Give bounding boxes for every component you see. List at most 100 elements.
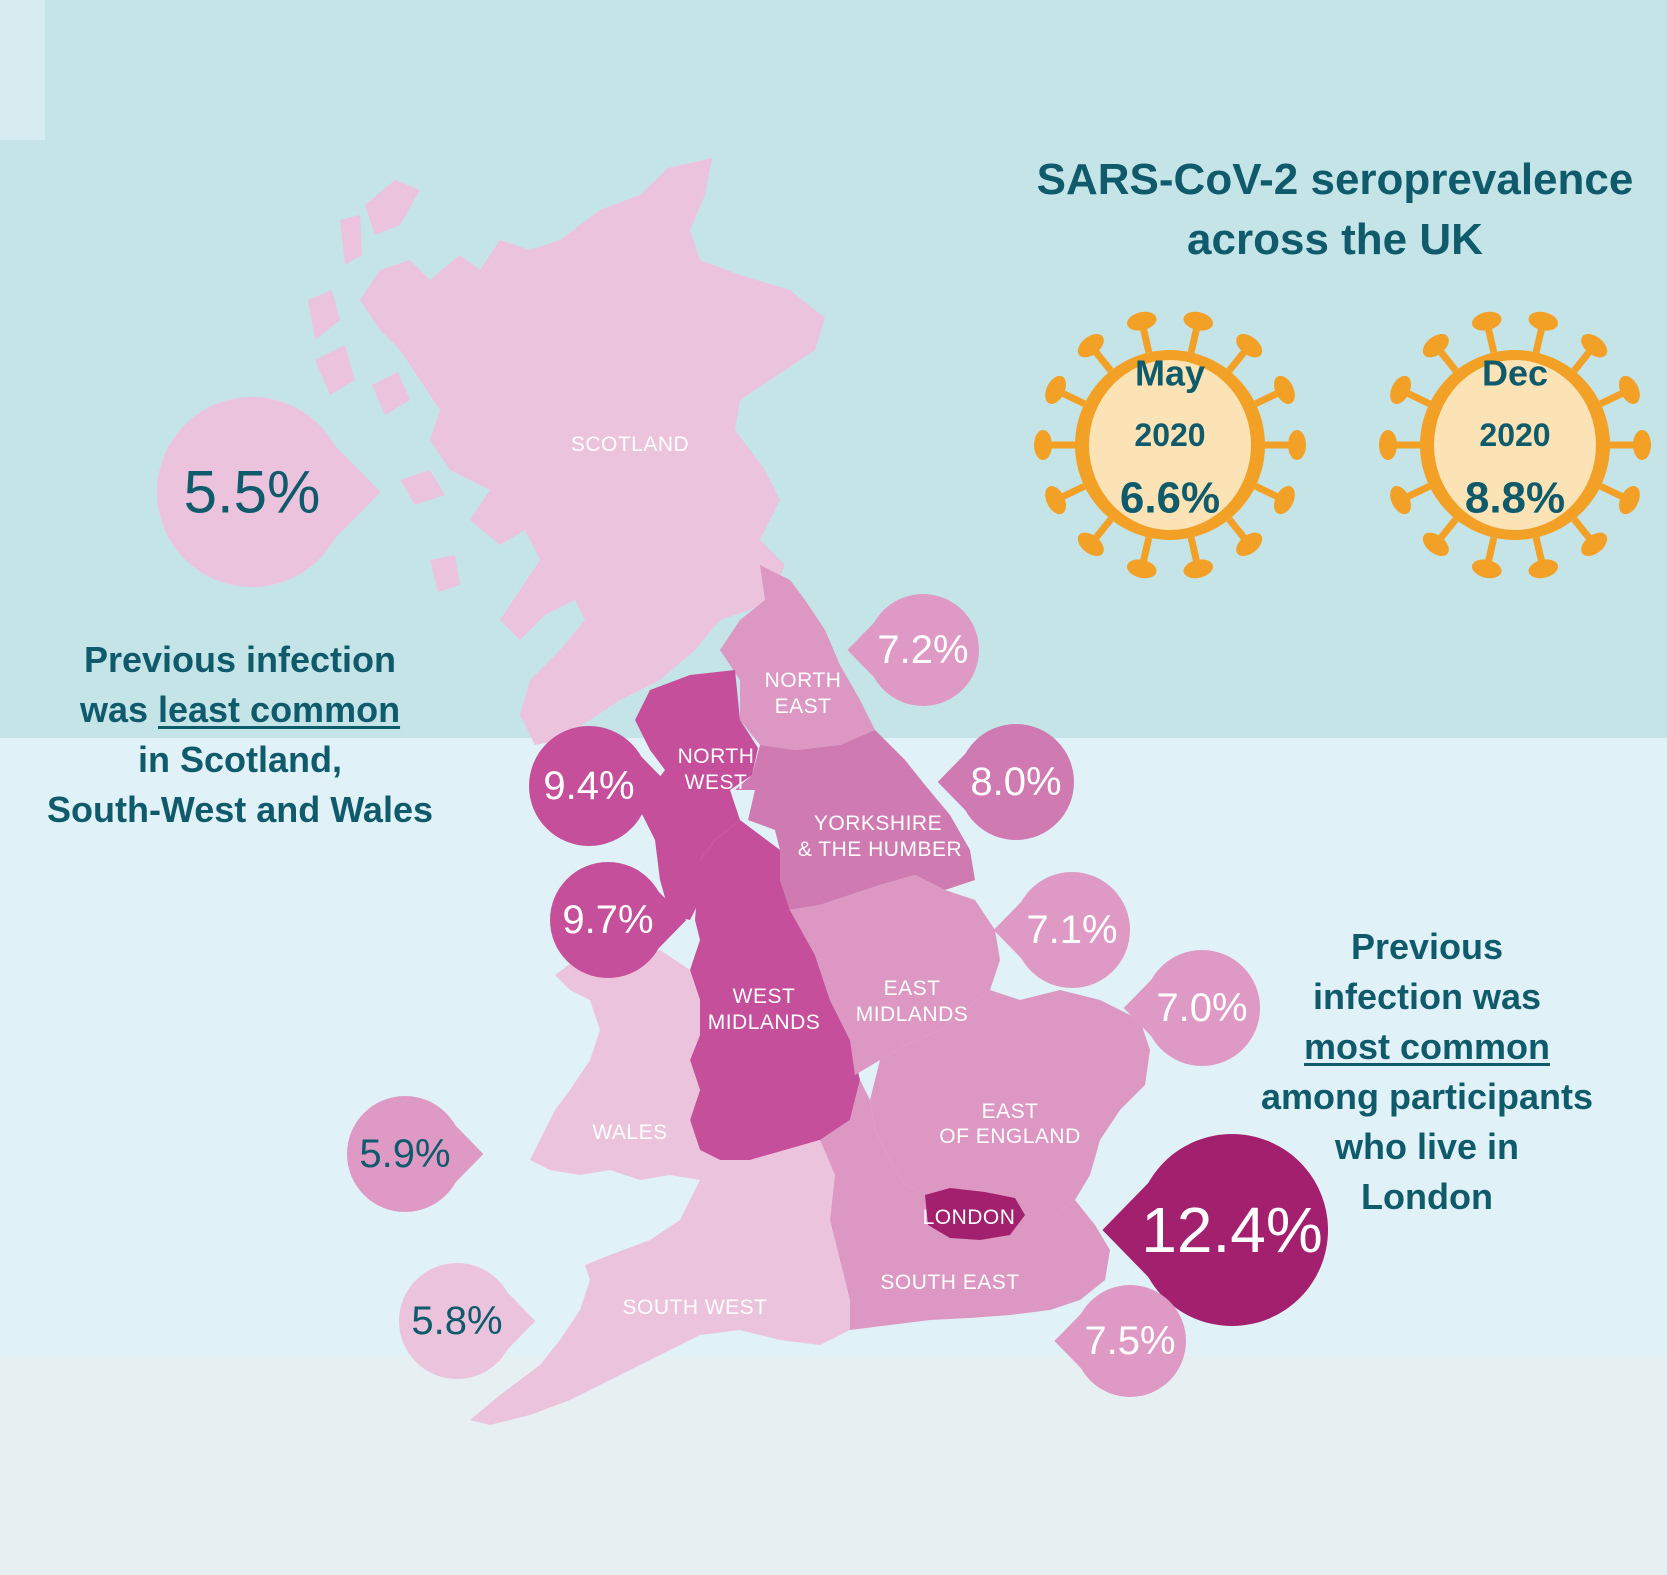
region-south-west[interactable]	[470, 1140, 850, 1425]
virus-spike-cap	[1274, 486, 1295, 515]
virus-month: Dec	[1482, 353, 1548, 394]
note-least-line2-prefix: was	[79, 689, 158, 730]
region-london[interactable]	[925, 1188, 1025, 1240]
label-north-east-1: NORTH	[765, 669, 842, 692]
virus-spike-cap	[1236, 532, 1263, 556]
pin-value-north-east: 7.2%	[877, 628, 968, 672]
island-west-3	[315, 345, 355, 395]
pin-circle	[399, 1263, 515, 1379]
region-yorkshire[interactable]	[735, 730, 975, 910]
virus-spike-cap	[1390, 375, 1411, 404]
virus-spike-cap	[1619, 375, 1640, 404]
virus-year: 2020	[1134, 417, 1205, 453]
note-most-line3: most common	[1217, 1022, 1637, 1072]
pin-south-west: 5.8%	[399, 1263, 536, 1379]
virus-spike-cap	[1471, 559, 1502, 579]
pin-east-of-england: 7.0%	[1123, 950, 1260, 1066]
pin-value-north-west: 9.4%	[543, 764, 634, 808]
note-most-underlined: most common	[1303, 1026, 1551, 1067]
pin-value-east-of-england: 7.0%	[1156, 986, 1247, 1030]
pin-yorkshire: 8.0%	[937, 724, 1074, 840]
virus-spike-cap	[1236, 334, 1263, 358]
label-wales: WALES	[592, 1121, 667, 1144]
pin-circle	[1014, 872, 1130, 988]
region-north-west[interactable]	[635, 670, 758, 920]
pin-circle	[529, 726, 649, 846]
virus-spike-cap	[1077, 334, 1104, 358]
background-top	[0, 0, 1667, 738]
virus-body	[1089, 360, 1251, 530]
pin-circle	[347, 1096, 463, 1212]
virus-spike-cap	[1288, 430, 1306, 460]
virus-spike-cap	[1581, 334, 1608, 358]
region-east-midlands[interactable]	[790, 875, 1000, 1075]
note-least-common: Previous infection was least common in S…	[20, 635, 460, 835]
virus-spike-cap	[1379, 430, 1397, 460]
pin-london: 12.4%	[1102, 1134, 1328, 1326]
background-strip	[0, 0, 45, 140]
label-north-west-1: NORTH	[678, 745, 755, 768]
pin-value-south-west: 5.8%	[411, 1299, 502, 1343]
virus-spike-cap	[1126, 311, 1157, 331]
label-london: LONDON	[923, 1206, 1016, 1229]
value-pins: 5.5% 7.2% 9.4% 8.0% 9.7% 7.1% 7.0% 5.9% 5.8% 12.4…	[157, 397, 1328, 1397]
pin-north-east: 7.2%	[847, 594, 979, 706]
label-scotland: SCOTLAND	[571, 433, 689, 456]
virus-spike-cap	[1528, 311, 1559, 331]
virus-year: 2020	[1479, 417, 1550, 453]
note-most-common: Previous infection was most common among…	[1217, 922, 1637, 1222]
page-title: SARS-CoV-2 seroprevalence across the UK	[1036, 155, 1634, 264]
virus-value: 6.6%	[1120, 473, 1220, 522]
note-least-line2: was least common	[20, 685, 460, 735]
virus-spike-cap	[1274, 375, 1295, 404]
virus-spike-cap	[1422, 532, 1449, 556]
virus-spike-cap	[1045, 486, 1066, 515]
pin-circle	[958, 724, 1074, 840]
region-wales[interactable]	[530, 950, 720, 1180]
virus-spike-cap	[1390, 486, 1411, 515]
label-west-midlands-2: MIDLANDS	[708, 1011, 821, 1034]
island-west-1	[340, 215, 362, 265]
pin-value-south-east: 7.5%	[1084, 1319, 1175, 1363]
pin-scotland: 5.5%	[157, 397, 381, 587]
pin-circle	[1136, 1134, 1328, 1326]
virus-spike-cap	[1126, 559, 1157, 579]
virus-value: 8.8%	[1465, 473, 1565, 522]
pin-circle	[1074, 1285, 1186, 1397]
pin-circle	[867, 594, 979, 706]
virus-spike-cap	[1619, 486, 1640, 515]
region-scotland[interactable]	[360, 158, 825, 745]
pin-circle	[157, 397, 347, 587]
virus-body	[1434, 360, 1596, 530]
note-least-line3: in Scotland,	[137, 739, 342, 780]
region-east-of-england[interactable]	[870, 990, 1150, 1215]
national-badges: May 2020 6.6% Dec 2020 8.8%	[1034, 311, 1651, 579]
label-north-east-2: EAST	[775, 695, 832, 718]
background-bottom	[0, 1356, 1667, 1575]
pin-value-scotland: 5.5%	[184, 459, 321, 526]
virus-month: May	[1135, 353, 1205, 394]
virus-spike-cap	[1633, 430, 1651, 460]
virus-spike-cap	[1528, 559, 1559, 579]
virus-badge-dec: Dec 2020 8.8%	[1379, 311, 1651, 579]
label-west-midlands-1: WEST	[733, 985, 796, 1008]
note-most-line1: Previous	[1350, 926, 1504, 967]
label-east-midlands-1: EAST	[884, 977, 941, 1000]
virus-spike-cap	[1581, 532, 1608, 556]
region-north-east[interactable]	[720, 565, 875, 750]
virus-spike-cap	[1471, 311, 1502, 331]
pin-value-yorkshire: 8.0%	[970, 760, 1061, 804]
pin-north-west: 9.4%	[529, 726, 670, 846]
island-skye	[372, 372, 410, 415]
pin-value-wales: 5.9%	[359, 1132, 450, 1176]
label-south-east: SOUTH EAST	[880, 1271, 1019, 1294]
pin-east-midlands: 7.1%	[993, 872, 1130, 988]
label-yorkshire-2: & THE HUMBER	[798, 838, 962, 861]
note-most-line4: among participants	[1260, 1076, 1594, 1117]
pin-west-midlands: 9.7%	[550, 862, 687, 978]
virus-spike-cap	[1034, 430, 1052, 460]
region-west-midlands[interactable]	[690, 820, 860, 1160]
pin-value-west-midlands: 9.7%	[562, 898, 653, 942]
pin-wales: 5.9%	[347, 1096, 484, 1212]
